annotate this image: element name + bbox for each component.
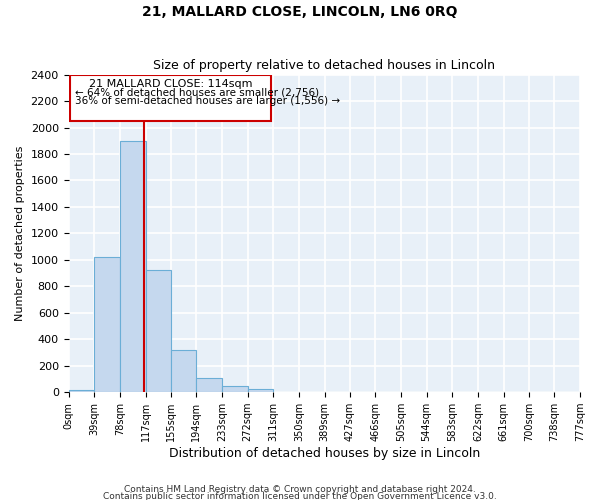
Y-axis label: Number of detached properties: Number of detached properties <box>15 146 25 321</box>
Text: Contains HM Land Registry data © Crown copyright and database right 2024.: Contains HM Land Registry data © Crown c… <box>124 486 476 494</box>
Bar <box>170 350 196 392</box>
Text: 21 MALLARD CLOSE: 114sqm: 21 MALLARD CLOSE: 114sqm <box>89 78 253 88</box>
Text: Contains public sector information licensed under the Open Government Licence v3: Contains public sector information licen… <box>103 492 497 500</box>
Text: 36% of semi-detached houses are larger (1,556) →: 36% of semi-detached houses are larger (… <box>75 96 340 106</box>
X-axis label: Distribution of detached houses by size in Lincoln: Distribution of detached houses by size … <box>169 447 480 460</box>
Bar <box>68 390 94 392</box>
Bar <box>94 257 120 392</box>
Bar <box>120 140 146 392</box>
Bar <box>222 386 248 392</box>
Text: 21, MALLARD CLOSE, LINCOLN, LN6 0RQ: 21, MALLARD CLOSE, LINCOLN, LN6 0RQ <box>142 5 458 19</box>
Bar <box>248 389 273 392</box>
Title: Size of property relative to detached houses in Lincoln: Size of property relative to detached ho… <box>153 59 495 72</box>
Text: ← 64% of detached houses are smaller (2,756): ← 64% of detached houses are smaller (2,… <box>75 88 319 98</box>
Bar <box>146 270 170 392</box>
Bar <box>196 378 222 392</box>
FancyBboxPatch shape <box>70 74 271 121</box>
